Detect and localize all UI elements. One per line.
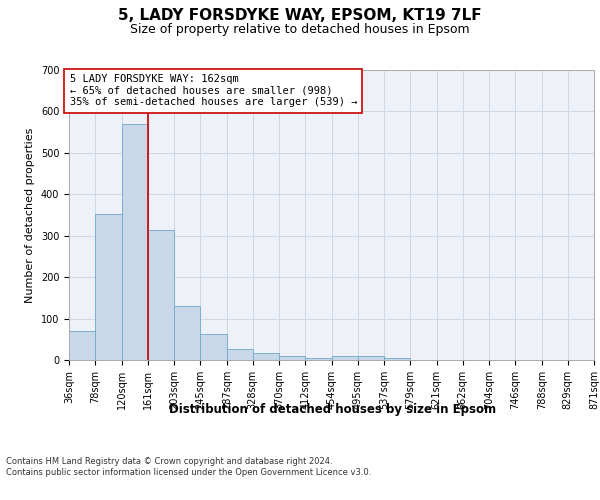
Y-axis label: Number of detached properties: Number of detached properties bbox=[25, 128, 35, 302]
Bar bbox=[174, 306, 200, 360]
Bar bbox=[332, 356, 358, 360]
Text: Distribution of detached houses by size in Epsom: Distribution of detached houses by size … bbox=[169, 402, 497, 415]
Bar bbox=[305, 358, 332, 360]
Text: 5 LADY FORSDYKE WAY: 162sqm
← 65% of detached houses are smaller (998)
35% of se: 5 LADY FORSDYKE WAY: 162sqm ← 65% of det… bbox=[70, 74, 357, 108]
Bar bbox=[384, 358, 410, 360]
Bar bbox=[227, 349, 253, 360]
Bar bbox=[148, 230, 174, 360]
Bar bbox=[95, 214, 122, 360]
Bar bbox=[122, 124, 148, 360]
Text: Size of property relative to detached houses in Epsom: Size of property relative to detached ho… bbox=[130, 22, 470, 36]
Bar bbox=[253, 353, 279, 360]
Bar bbox=[358, 356, 384, 360]
Bar bbox=[279, 356, 305, 360]
Text: 5, LADY FORSDYKE WAY, EPSOM, KT19 7LF: 5, LADY FORSDYKE WAY, EPSOM, KT19 7LF bbox=[118, 8, 482, 22]
Bar bbox=[69, 331, 95, 360]
Text: Contains HM Land Registry data © Crown copyright and database right 2024.
Contai: Contains HM Land Registry data © Crown c… bbox=[6, 458, 371, 477]
Bar bbox=[200, 334, 227, 360]
